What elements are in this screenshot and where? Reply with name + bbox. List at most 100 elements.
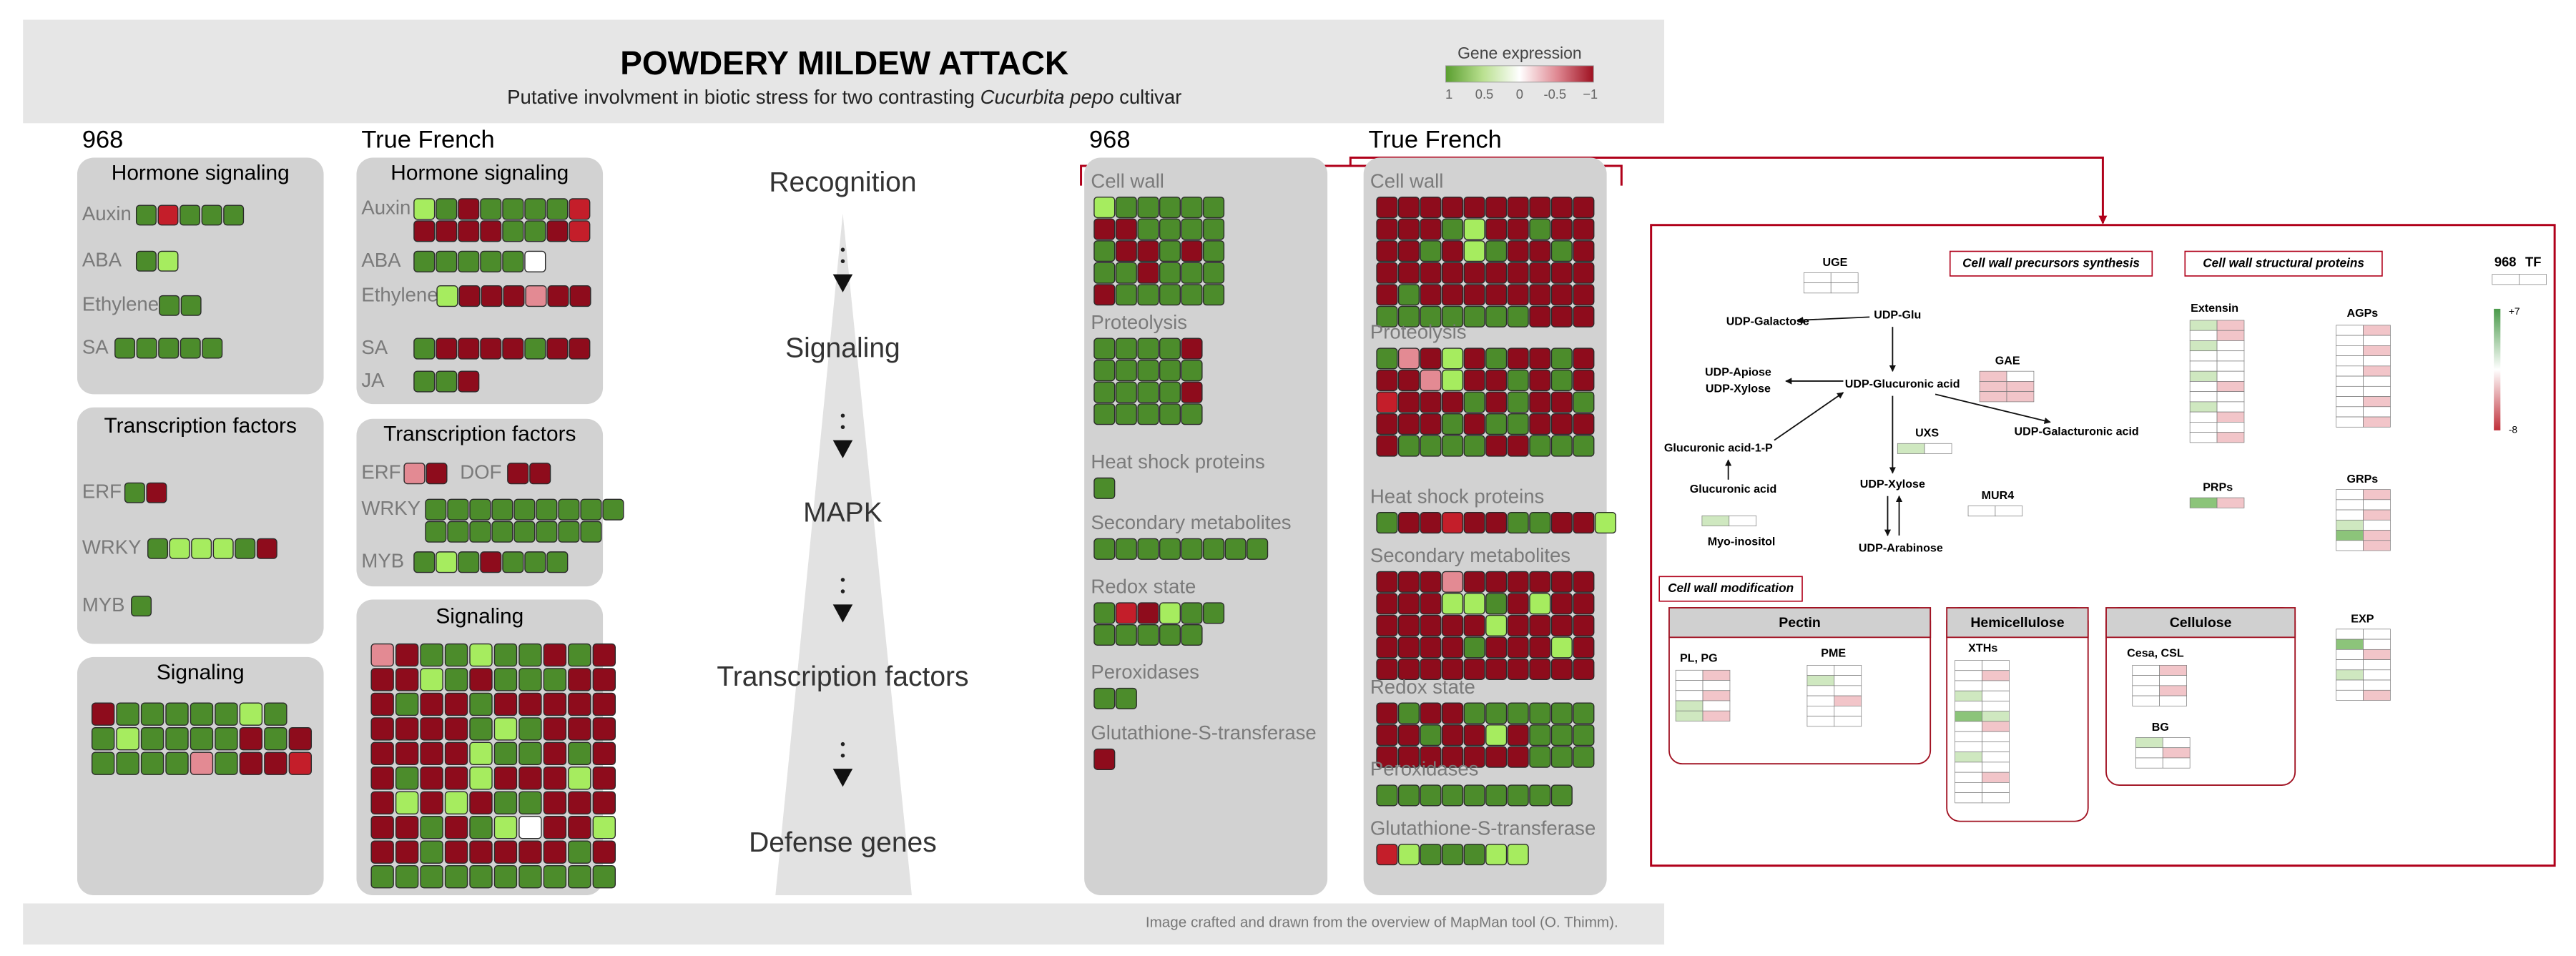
expression-cell [136,337,157,359]
expression-cell [1550,305,1573,327]
expression-cell [1463,240,1485,262]
expression-cell [1093,196,1116,219]
expression-cell [1485,218,1508,240]
expression-cell [1442,348,1464,370]
expression-cell [1442,512,1464,534]
expression-cell [1137,624,1159,646]
protein-label: Extensin [2191,302,2238,315]
expression-cell [1507,746,1529,768]
expression-cell [420,840,443,864]
expression-cell [1420,196,1442,219]
expression-cell [1376,240,1398,262]
expression-cell [2216,360,2245,372]
expression-cell [2336,509,2364,521]
expression-cell [1159,381,1181,403]
expression-cell [1529,305,1551,327]
expression-cell [436,198,458,220]
expression-cell [413,551,436,573]
expression-cell [1507,413,1529,435]
expression-cell [191,538,212,559]
cultivar-label: 968 [82,127,123,154]
expression-cell [1701,515,1730,526]
expression-cell [1203,240,1225,262]
legend-tick: -0.5 [1543,87,1566,102]
expression-cell [518,767,542,790]
expression-cell [2006,381,2035,393]
expression-cell [157,250,179,272]
section-title: Cell wall modification [1668,581,1794,595]
expression-cell [2135,737,2163,749]
expression-cell [2336,406,2364,418]
expression-cell [1834,665,1862,676]
expression-cell [2216,370,2245,382]
expression-cell [1397,196,1420,219]
expression-cell [493,741,518,766]
group-label: Glutathione-S-transferase [1370,817,1596,839]
expression-cell [1397,348,1420,370]
expression-cell [543,767,567,790]
expression-cell [1093,687,1116,709]
expression-cell [1982,721,2010,732]
expression-cell [1137,381,1159,403]
section-title: Cell wall precursors synthesis [1962,255,2140,270]
detail-frame [1650,224,2556,867]
expression-cell [1463,391,1485,413]
expression-cell [2189,360,2218,372]
expression-cell [2363,355,2391,367]
expression-cell [1093,538,1116,560]
expression-cell [1702,690,1731,701]
expression-cell [157,204,179,226]
group-label: Cell wall [1091,169,1164,192]
expression-cell [2363,669,2391,681]
expression-cell [1573,348,1595,370]
expression-cell [1675,669,1704,681]
expression-cell [2336,530,2364,541]
expression-cell [543,816,567,839]
expression-cell [124,482,145,503]
panel-title: Transcription factors [104,414,297,438]
expression-cell [1159,538,1181,560]
protein-label: EXP [2351,612,2374,625]
expression-cell [518,840,542,864]
expression-cell [592,717,616,741]
expression-cell [1376,435,1398,457]
expression-cell [1594,512,1616,534]
group-label: Secondary metabolites [1091,511,1291,533]
expression-cell [2189,320,2218,331]
expression-cell [546,198,569,220]
expression-cell [1463,614,1485,636]
expression-cell [2336,416,2364,428]
expression-cell [2363,499,2391,511]
expression-cell [2336,689,2364,701]
expression-cell [1115,538,1137,560]
expression-cell [1485,284,1508,306]
expression-cell [1573,512,1595,534]
expression-cell [1093,477,1116,499]
group-label: Redox state [1370,676,1475,698]
expression-cell [1442,435,1464,457]
expression-cell [201,204,222,226]
expression-cell [1529,196,1551,219]
expression-cell [436,370,458,393]
expression-cell [140,726,164,751]
expression-cell [436,250,458,272]
expression-cell [1675,700,1704,711]
expression-cell [569,337,591,360]
expression-cell [1485,614,1508,636]
expression-cell [1442,240,1464,262]
expression-cell [592,741,616,766]
column-header: 968 [2494,254,2517,269]
expression-cell [135,204,157,226]
expression-cell [1573,305,1595,327]
expression-cell [1442,746,1464,768]
expression-cell [1529,702,1551,724]
expression-cell [543,791,567,814]
expression-cell [370,864,394,889]
expression-cell [2336,519,2364,531]
expression-cell [202,337,223,359]
panel-title: Hormone signaling [112,161,290,184]
expression-cell [420,741,443,766]
expression-cell [1507,702,1529,724]
arrow [1796,316,1870,324]
